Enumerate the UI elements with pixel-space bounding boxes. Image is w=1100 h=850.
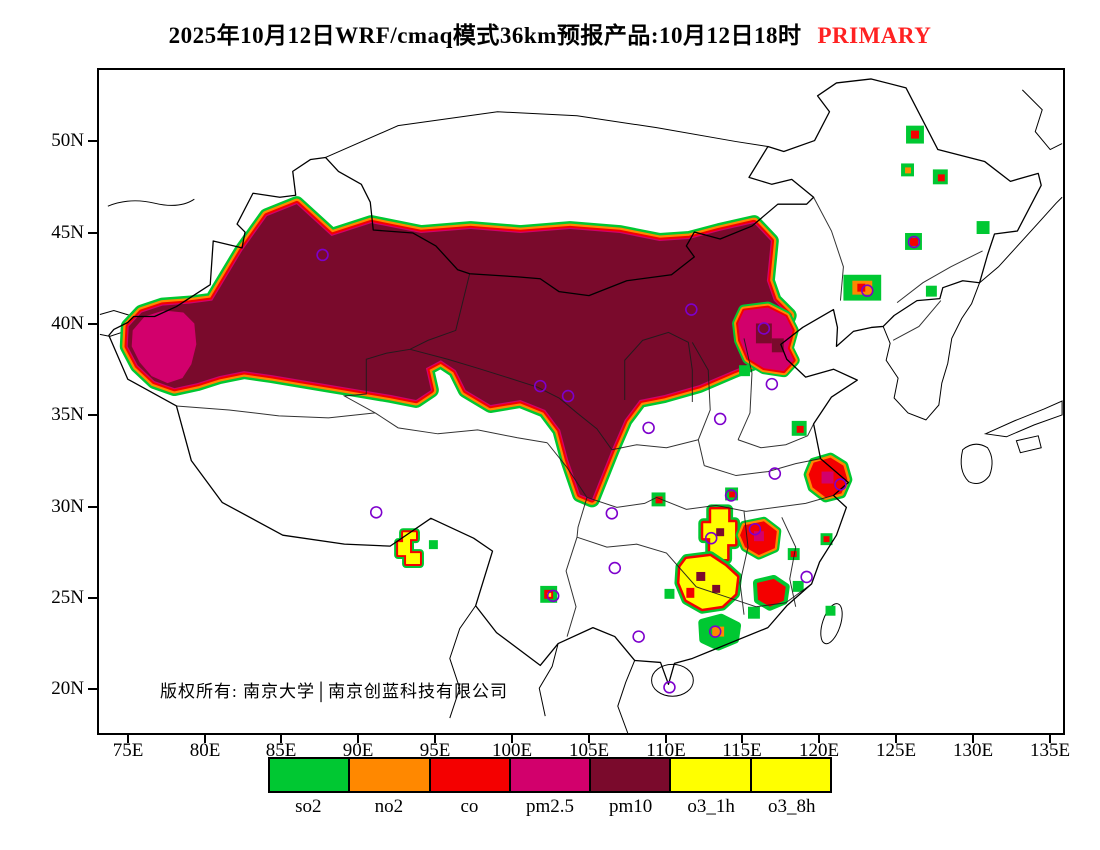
legend-swatch-pm10	[591, 759, 672, 791]
legend-label-co: co	[460, 796, 479, 817]
page-title: 2025年10月12日WRF/cmaq模式36km预报产品:10月12日18时 P…	[0, 16, 1100, 50]
x-axis-label: 90E	[342, 740, 374, 761]
x-tick-mark	[1049, 735, 1051, 743]
pm25-region-north-china	[732, 301, 800, 378]
y-tick-mark	[88, 232, 97, 234]
pm25-west-lobe	[131, 310, 197, 384]
x-axis-label: 135E	[1029, 740, 1071, 761]
o3-region-hunan-strip	[698, 504, 741, 565]
legend-swatch-o3-1h	[671, 759, 752, 791]
russia-coast	[979, 196, 1063, 284]
x-axis-label: 125E	[875, 740, 917, 761]
legend-label-so2: so2	[295, 796, 322, 817]
title-text: 2025年10月12日WRF/cmaq模式36km预报产品:10月12日18时	[168, 23, 802, 48]
legend-label-no2: no2	[374, 796, 404, 817]
x-axis-label: 105E	[568, 740, 610, 761]
x-tick-mark	[818, 735, 820, 743]
x-axis-label: 95E	[419, 740, 451, 761]
y-tick-mark	[88, 597, 97, 599]
x-tick-mark	[972, 735, 974, 743]
x-tick-mark	[280, 735, 282, 743]
x-axis-label: 120E	[798, 740, 840, 761]
myanmar-border	[449, 605, 477, 719]
x-tick-mark	[127, 735, 129, 743]
x-axis-label: 110E	[646, 740, 686, 761]
legend-label-pm10: pm10	[608, 796, 653, 817]
x-axis-label: 85E	[265, 740, 297, 761]
x-axis-label: 100E	[491, 740, 533, 761]
copyright-text: 版权所有: 南京大学│南京创蓝科技有限公司	[160, 682, 509, 701]
x-tick-mark	[588, 735, 590, 743]
hainan-island	[651, 663, 694, 697]
legend-label-pm25: pm2.5	[526, 796, 575, 817]
x-axis-label: 75E	[112, 740, 144, 761]
russia-far-ne-coast	[1021, 89, 1063, 151]
y-tick-mark	[88, 506, 97, 508]
co-region-southeast	[752, 574, 790, 611]
y-tick-mark	[88, 140, 97, 142]
legend-bar	[268, 757, 832, 793]
korea-coastline	[882, 282, 981, 421]
so2-region-guangdong	[698, 613, 742, 651]
y-tick-mark	[88, 414, 97, 416]
vietnam-coast	[617, 660, 636, 733]
y-axis-label: 20N	[51, 678, 84, 699]
y-axis-label: 35N	[51, 404, 84, 425]
lake-balkhash	[107, 198, 195, 207]
neighbor-borders	[99, 89, 1063, 733]
x-tick-mark	[741, 735, 743, 743]
city-markers	[316, 235, 921, 694]
x-axis-label: 130E	[952, 740, 994, 761]
x-axis-label: 80E	[189, 740, 221, 761]
china-outline	[108, 78, 1042, 685]
title-primary-tag: PRIMARY	[817, 23, 932, 48]
province-boundaries	[176, 196, 983, 637]
x-tick-mark	[357, 735, 359, 743]
co-region-yangtze-delta	[803, 452, 853, 503]
legend-label-o3-8h: o3_8h	[768, 796, 816, 817]
laos-border	[538, 643, 559, 717]
legend-swatch-so2	[270, 759, 351, 791]
shikoku-island	[1015, 435, 1042, 454]
x-tick-mark	[665, 735, 667, 743]
o3-region-south	[674, 551, 743, 614]
legend-labels: so2 no2 co pm2.5 pm10 o3_1h o3_8h	[268, 796, 832, 818]
mongolia-north-border	[325, 111, 768, 158]
o3-region-sichuan	[394, 528, 424, 568]
y-axis-label: 50N	[51, 130, 84, 151]
y-axis-label: 30N	[51, 496, 84, 517]
y-axis-label: 25N	[51, 587, 84, 608]
pm10-main-region	[119, 196, 797, 508]
x-tick-mark	[434, 735, 436, 743]
honshu-coast	[983, 400, 1063, 438]
legend-label-o3-1h: o3_1h	[687, 796, 735, 817]
map-svg	[99, 78, 1063, 733]
y-tick-mark	[88, 323, 97, 325]
map-plot-area	[97, 68, 1065, 735]
y-tick-mark	[88, 688, 97, 690]
legend-colorbar: so2 no2 co pm2.5 pm10 o3_1h o3_8h	[268, 757, 832, 818]
legend-swatch-co	[430, 759, 511, 791]
y-axis-label: 40N	[51, 313, 84, 334]
kyushu-island	[960, 443, 993, 484]
legend-swatch-no2	[350, 759, 431, 791]
x-tick-mark	[895, 735, 897, 743]
x-tick-mark	[511, 735, 513, 743]
x-tick-mark	[204, 735, 206, 743]
x-axis-label: 115E	[722, 740, 762, 761]
y-axis-label: 45N	[51, 222, 84, 243]
legend-swatch-pm25	[510, 759, 592, 791]
legend-swatch-o3-8h	[751, 759, 830, 791]
